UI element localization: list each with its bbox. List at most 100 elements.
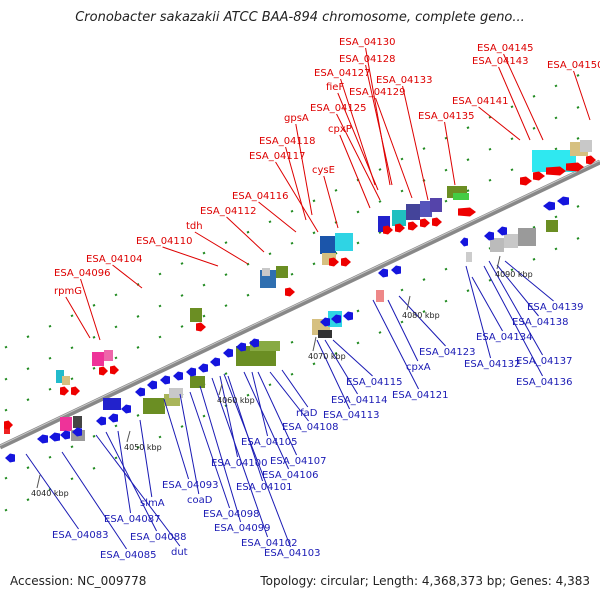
reverse-gene-label: ESA_04113 — [323, 410, 380, 421]
reverse-gene-arrow — [186, 367, 196, 377]
guide-dash — [70, 346, 74, 350]
feature-box — [190, 308, 202, 322]
forward-label-leader — [339, 134, 371, 209]
reverse-label-leader — [281, 369, 309, 408]
forward-label-leader — [375, 97, 413, 199]
guide-dash — [114, 325, 118, 329]
guide-dash — [70, 377, 74, 381]
guide-dash — [378, 231, 382, 234]
reverse-gene-label: ESA_04136 — [516, 377, 573, 388]
guide-dash — [422, 278, 426, 281]
reverse-gene-label: ESA_04083 — [52, 530, 109, 541]
forward-gene-arrow — [99, 366, 108, 376]
reverse-label-leader — [332, 339, 373, 377]
reverse-gene-arrow — [37, 434, 48, 444]
feature-box — [532, 150, 576, 172]
guide-dash — [334, 351, 338, 355]
guide-dash — [136, 414, 140, 417]
guide-dash — [532, 126, 536, 130]
guide-dash — [158, 335, 162, 339]
guide-dash — [136, 346, 140, 349]
reverse-gene-label: dut — [171, 547, 188, 558]
guide-dash — [290, 209, 294, 213]
forward-gene-arrow — [329, 257, 339, 267]
forward-label-leader — [365, 47, 391, 186]
guide-dash — [180, 425, 184, 428]
reverse-label-leader — [199, 385, 242, 523]
reverse-gene-label: ESA_04101 — [236, 482, 293, 493]
guide-dash — [488, 278, 492, 282]
guide-dash — [554, 116, 558, 120]
forward-gene-label: ESA_04129 — [349, 87, 406, 98]
feature-box — [504, 234, 518, 248]
forward-label-leader — [80, 278, 101, 341]
reverse-gene-arrow — [49, 432, 60, 442]
coordinate-ticks: 4040 kbp 4050 kbp 4060 kbp 4070 kbp 4080 kbp… — [31, 255, 533, 498]
chromosome-backbone — [0, 159, 600, 450]
reverse-gene-label: coaD — [187, 495, 213, 506]
backbone-line — [0, 159, 600, 450]
coordinate-tick — [312, 336, 317, 352]
forward-label-leader — [444, 121, 456, 186]
guide-dash — [334, 188, 338, 192]
reverse-gene-label: rfaD — [296, 408, 318, 419]
coordinate-tick — [36, 474, 41, 489]
guide-dash — [576, 205, 580, 208]
guide-dash — [532, 225, 536, 229]
page-title: Cronobacter sakazakii ATCC BAA-894 chrom… — [75, 10, 525, 25]
gene-labels: ESA_04130 ESA_04128 ESA_04127 fieF ESA_04133… — [52, 37, 600, 561]
guide-dash — [26, 498, 30, 502]
reverse-gene-arrow — [460, 237, 468, 247]
label-leader-lines — [25, 47, 591, 550]
feature-box — [103, 398, 121, 410]
guide-dash — [400, 288, 404, 292]
guide-dash — [466, 158, 470, 162]
guide-dash — [4, 408, 8, 412]
feature-box — [169, 388, 183, 398]
reverse-label-leader — [483, 265, 543, 377]
feature-box — [376, 290, 384, 302]
guide-dash — [70, 445, 74, 449]
reverse-gene-arrow — [121, 404, 131, 414]
guide-dash — [224, 241, 228, 245]
guide-dash — [268, 220, 272, 224]
reverse-label-leader — [496, 264, 539, 317]
backbone-highlight — [0, 160, 600, 446]
guide-dash — [202, 414, 206, 418]
coordinate-tick — [218, 383, 223, 396]
guide-dash — [510, 137, 514, 141]
guide-dash — [92, 303, 96, 307]
forward-gene-label: ESA_04104 — [86, 254, 143, 265]
reverse-gene-arrow — [108, 413, 118, 423]
forward-gene-label: ESA_04112 — [200, 206, 257, 217]
guide-dash — [312, 199, 316, 203]
forward-label-leader — [226, 216, 265, 253]
feature-box — [56, 370, 64, 383]
reverse-gene-arrow — [391, 265, 401, 275]
forward-gene-label: ESA_04130 — [339, 37, 396, 48]
forward-gene-label: ESA_04118 — [259, 136, 316, 147]
forward-label-leader — [340, 78, 376, 186]
guide-dash — [378, 331, 382, 334]
guide-dash — [466, 126, 470, 130]
guide-dash — [356, 341, 360, 345]
guide-dash — [4, 377, 8, 381]
guide-dash — [510, 268, 514, 272]
forward-label-leader — [323, 175, 339, 229]
guide-dash — [488, 178, 492, 182]
reverse-label-leader — [504, 260, 554, 302]
reverse-label-leader — [139, 419, 153, 498]
reverse-label-leader — [25, 453, 79, 530]
guide-dash — [92, 434, 96, 438]
reverse-gene-arrow — [249, 338, 259, 348]
coordinate-label: 4080 kbp — [402, 311, 440, 320]
forward-gene-arrow — [520, 176, 532, 186]
forward-label-leader — [573, 70, 591, 121]
forward-gene-label: ESA_04135 — [418, 111, 475, 122]
forward-label-leader — [65, 296, 91, 339]
guide-dash — [114, 356, 118, 360]
guide-dash — [444, 299, 448, 303]
reverse-gene-arrow — [236, 342, 246, 352]
reverse-label-leader — [223, 373, 292, 548]
reverse-gene-label: ESA_04134 — [476, 332, 533, 343]
